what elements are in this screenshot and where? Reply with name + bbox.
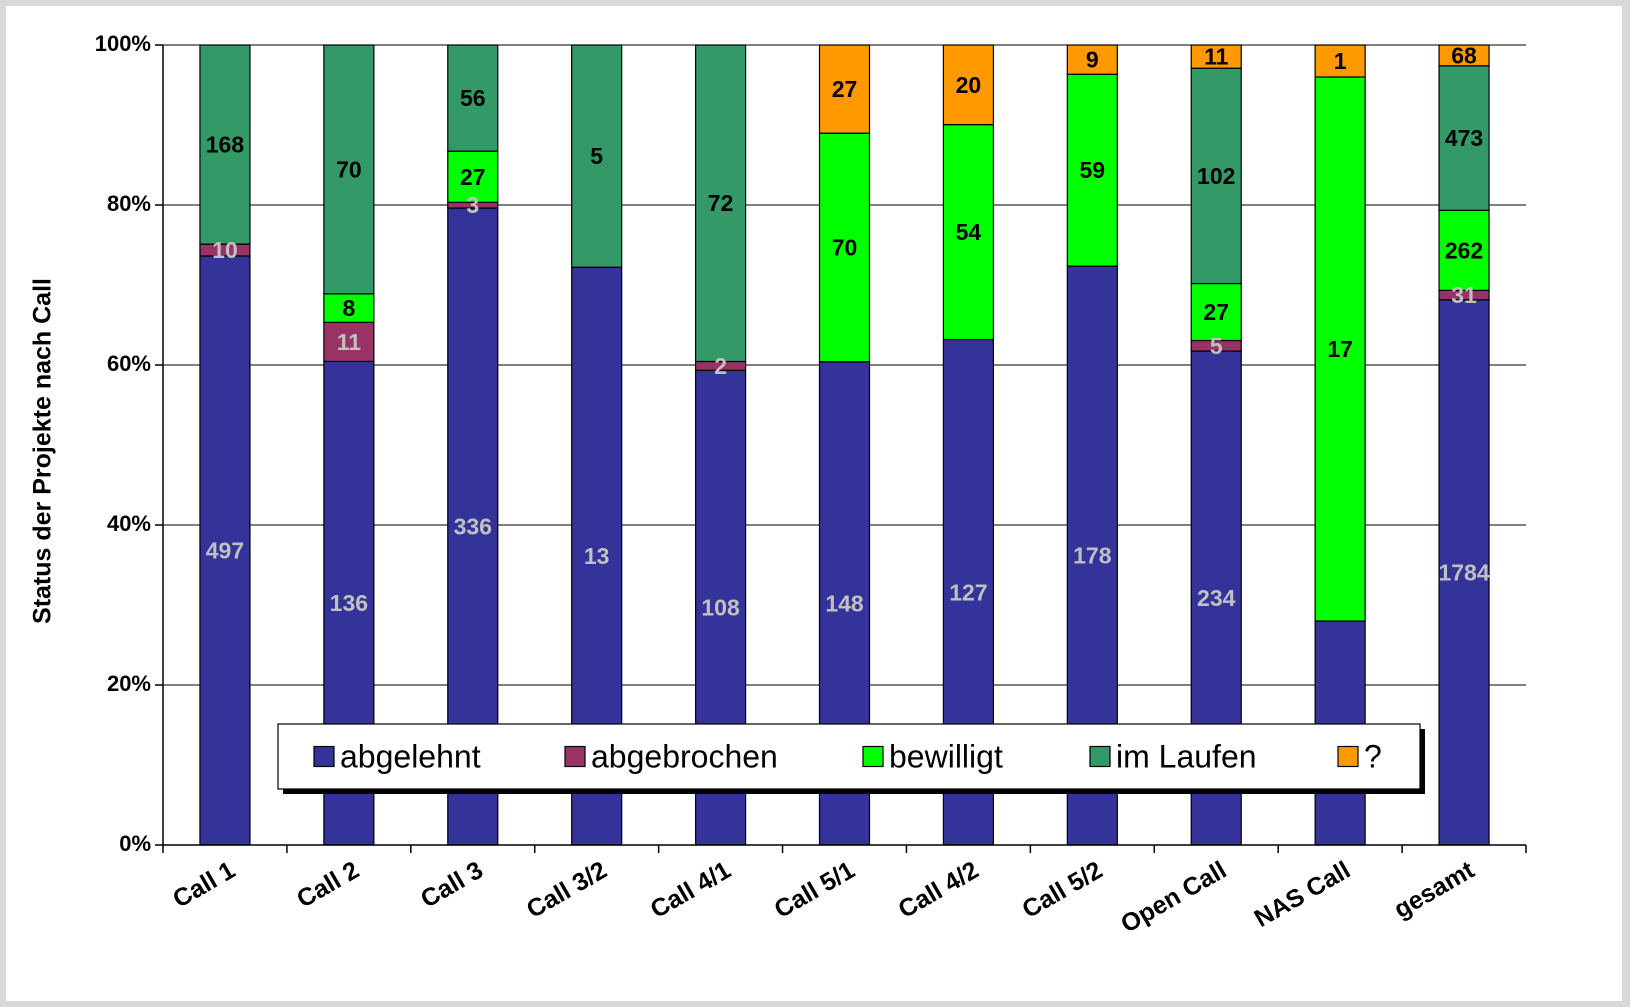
bar-segment (199, 44, 251, 245)
bar-segment (1314, 44, 1366, 78)
data-label: 54 (956, 219, 982, 245)
y-tick-label: 0% (119, 831, 151, 856)
bar-segment (1438, 65, 1490, 211)
chart-frame: 0% 20% 40% 60% 80% 100% Call 1 Call 2 Call 3 Call… (6, 6, 1622, 1001)
bar-segment (447, 150, 499, 203)
legend-swatch (862, 745, 884, 768)
bars (199, 44, 1490, 846)
data-label: 68 (1451, 42, 1477, 68)
data-label: 11 (337, 329, 362, 355)
x-tick-label: Call 1 (168, 856, 240, 914)
bar-segment (1066, 44, 1118, 75)
x-tick-label: gesamt (1389, 856, 1479, 924)
data-label: 1784 (1438, 559, 1489, 585)
data-label: 72 (708, 190, 734, 216)
legend: abgelehnt abgebrochen bewilligt im Laufen? (277, 723, 1425, 794)
bar-segment (942, 44, 995, 126)
x-tick-label: Call 3 (416, 856, 488, 914)
bar-segment (818, 44, 871, 134)
data-label: 70 (832, 234, 858, 260)
y-tick-label: 40% (107, 511, 151, 536)
y-tick-label: 60% (107, 351, 151, 376)
legend-swatch (1089, 745, 1111, 768)
data-label: 234 (1197, 585, 1236, 611)
data-label: 262 (1445, 237, 1483, 263)
data-label: 70 (336, 156, 362, 182)
legend-label: abgelehnt (340, 739, 481, 775)
legend-label: bewilligt (889, 739, 1003, 775)
bar-segment (571, 44, 623, 268)
bar-segment (1438, 299, 1490, 846)
y-axis-title: Status der Projekte nach Call (29, 278, 57, 624)
data-label: 59 (1080, 157, 1106, 183)
x-tick-label: Call 2 (292, 856, 364, 914)
data-label: 2 (714, 353, 727, 379)
y-tick-label: 20% (107, 671, 151, 696)
data-label: 5 (590, 143, 603, 169)
data-label: 127 (949, 579, 987, 605)
bar-segment (1314, 76, 1366, 622)
data-label: 11 (1204, 44, 1229, 70)
data-label: 497 (206, 537, 244, 563)
data-label: 148 (825, 590, 864, 616)
data-label: 27 (460, 164, 486, 190)
data-label: 168 (206, 132, 245, 158)
legend-label: im Laufen (1116, 739, 1257, 775)
x-tick-label: Call 4/1 (646, 856, 736, 924)
bar-segment (694, 44, 747, 363)
y-tick-label: 100% (95, 31, 151, 56)
legend-swatch (564, 745, 586, 768)
data-label: 8 (342, 295, 355, 321)
data-label: 27 (1203, 299, 1229, 325)
legend-swatch (1337, 745, 1359, 768)
bar-segment (447, 44, 499, 152)
data-label: 10 (212, 237, 238, 263)
data-label: 31 (1451, 282, 1477, 308)
y-tick-label: 80% (107, 191, 151, 216)
x-tick-label: NAS Call (1250, 856, 1355, 933)
axes: 0% 20% 40% 60% 80% 100% Call 1 Call 2 Call 3 Call… (95, 31, 1527, 939)
bar-segment (1438, 44, 1490, 67)
data-labels: 4971016813611870336327561351082721487027… (206, 42, 1490, 746)
data-label: 17 (1327, 336, 1353, 362)
data-label: 336 (454, 514, 492, 540)
bar-segment (1190, 282, 1242, 342)
data-label: 136 (330, 590, 368, 616)
bar-segment (323, 44, 375, 295)
bar-segment (1190, 44, 1242, 69)
data-label: 9 (1086, 47, 1099, 73)
legend-label: ? (1364, 739, 1382, 775)
legend-swatch (313, 745, 335, 768)
data-label: 27 (832, 76, 858, 102)
stacked-bar-chart: 0% 20% 40% 60% 80% 100% Call 1 Call 2 Call 3 Call… (29, 31, 1527, 939)
x-tick-label: Call 3/2 (522, 856, 612, 924)
data-label: 5 (1210, 333, 1223, 359)
legend-box (277, 723, 1421, 790)
x-tick-label: Call 5/2 (1017, 856, 1107, 924)
data-label: 20 (956, 72, 982, 98)
bar-segment (323, 293, 375, 323)
bar-segment (323, 321, 375, 363)
bar-segment (1438, 209, 1490, 291)
data-label: 3 (466, 192, 479, 218)
data-label: 473 (1445, 125, 1483, 151)
bar-segment (199, 255, 251, 846)
data-label: 13 (584, 543, 610, 569)
data-label: 102 (1197, 163, 1235, 189)
data-label: 56 (460, 85, 486, 111)
x-tick-label: Open Call (1116, 856, 1231, 939)
legend-label: abgebrochen (591, 739, 778, 775)
x-tick-label: Call 5/1 (770, 856, 860, 924)
data-label: 178 (1073, 543, 1112, 569)
data-label: 108 (701, 595, 740, 621)
x-tick-label: Call 4/2 (894, 856, 984, 924)
data-label: 1 (1334, 48, 1347, 74)
